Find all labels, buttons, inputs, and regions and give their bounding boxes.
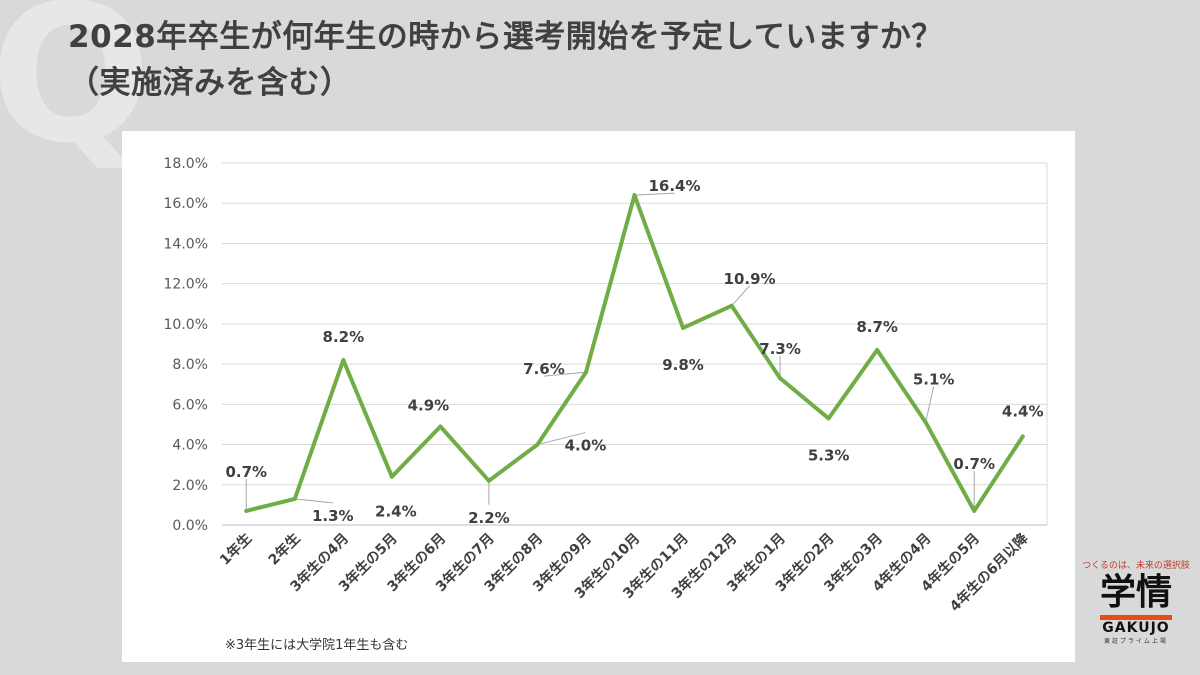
data-point (244, 508, 249, 513)
data-point (632, 193, 637, 198)
data-label-group: 0.7% 1.3% 8.2% 2.4% 4.9% 2.2% 4.0% 7.6% 16.4% 9.8… (225, 177, 1043, 527)
data-label: 9.8% (662, 356, 704, 374)
company-logo: つくるのは、未来の選択肢 学情 GAKUJO 東証プライム上場 (1080, 558, 1192, 658)
title-line-2: （実施済みを含む） (68, 65, 352, 101)
data-point (826, 416, 831, 421)
data-point (438, 424, 443, 429)
data-label: 16.4% (648, 177, 700, 195)
leader-line (294, 498, 333, 504)
x-axis: 1年生 2年生3年生の4月3年生の5月3年生の6月3年生の7月3年生の8月3年生の… (216, 529, 1032, 615)
data-label: 1.3% (312, 507, 354, 525)
leader-line (925, 386, 935, 423)
data-point (875, 348, 880, 353)
data-point (923, 420, 928, 425)
data-label: 5.1% (913, 370, 955, 388)
data-label: 8.2% (323, 328, 365, 346)
leader-line (543, 371, 587, 377)
series-line-group (244, 193, 1025, 513)
y-tick-label: 8.0% (172, 357, 208, 373)
data-label: 4.0% (565, 437, 607, 455)
logo-accent-bar (1100, 615, 1172, 620)
data-point (583, 370, 588, 375)
leader-line (537, 432, 586, 446)
y-tick-label: 0.0% (172, 518, 208, 534)
logo-name-en: GAKUJO (1102, 620, 1170, 636)
data-point (486, 478, 491, 483)
logo-tagline: つくるのは、未来の選択肢 (1082, 561, 1190, 571)
data-label: 0.7% (953, 455, 995, 473)
header: Q 2028年卒生が何年生の時から選考開始を予定していますか？ （実施済みを含む… (0, 0, 1200, 170)
data-point (389, 474, 394, 479)
leader-line (634, 192, 675, 196)
data-label: 10.9% (724, 270, 776, 288)
data-label: 7.6% (523, 360, 565, 378)
y-tick-label: 10.0% (164, 317, 208, 333)
data-point (292, 496, 297, 501)
logo-name: 学情 (1099, 572, 1172, 613)
y-axis: 0.0% 2.0% 4.0% 6.0% 8.0% 10.0% 12.0% 14.0% 16.0%… (164, 156, 208, 534)
data-label: 5.3% (808, 446, 850, 464)
y-tick-label: 4.0% (172, 438, 208, 454)
data-label: 4.4% (1002, 403, 1044, 421)
data-point (535, 442, 540, 447)
y-tick-label: 6.0% (172, 397, 208, 413)
logo-subtitle: 東証プライム上場 (1104, 638, 1168, 645)
data-label: 8.7% (856, 318, 898, 336)
data-label: 7.3% (759, 340, 801, 358)
y-tick-label: 12.0% (164, 277, 208, 293)
data-point (681, 325, 686, 330)
x-tick-label: 2年生 (265, 530, 304, 569)
data-point (972, 508, 977, 513)
page-title: 2028年卒生が何年生の時から選考開始を予定していますか？ （実施済みを含む） (68, 14, 943, 106)
chart-gridlines (222, 162, 1048, 526)
data-point (778, 376, 783, 381)
leader-line (731, 285, 750, 307)
data-point (341, 358, 346, 363)
y-tick-label: 2.0% (172, 478, 208, 494)
chart-panel (122, 131, 1075, 662)
data-label: 2.2% (468, 509, 510, 527)
footnote: ※3年生には大学院1年生も含む (225, 638, 409, 653)
series-line (244, 193, 1025, 513)
y-tick-label: 18.0% (164, 156, 208, 172)
x-tick-label: 1年生 (216, 530, 255, 569)
data-point (1020, 434, 1025, 439)
y-tick-label: 14.0% (164, 236, 208, 252)
data-label: 0.7% (225, 463, 267, 481)
y-tick-label: 16.0% (164, 196, 208, 212)
title-line-1: 2028年卒生が何年生の時から選考開始を予定していますか？ (68, 19, 943, 55)
data-label: 4.9% (408, 396, 450, 414)
label-leader-lines (245, 192, 975, 511)
data-point (729, 303, 734, 308)
data-label: 2.4% (375, 503, 417, 521)
